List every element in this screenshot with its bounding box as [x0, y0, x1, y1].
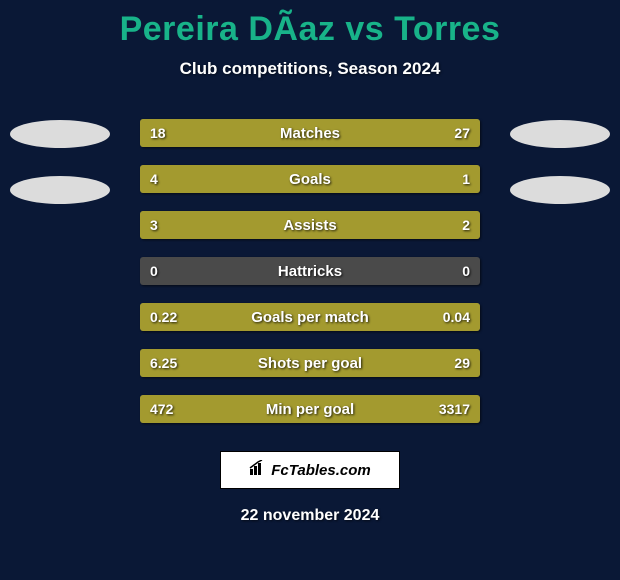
stat-label: Assists	[140, 211, 480, 239]
chart-icon	[249, 460, 267, 481]
stat-row: 41Goals	[140, 165, 480, 193]
stat-label: Hattricks	[140, 257, 480, 285]
stat-row: 00Hattricks	[140, 257, 480, 285]
player-left-club-placeholder	[10, 176, 110, 204]
stat-label: Min per goal	[140, 395, 480, 423]
stat-row: 6.2529Shots per goal	[140, 349, 480, 377]
stats-bars: 1827Matches 41Goals 32Assists 00Hattricks 0.…	[140, 119, 480, 423]
page-subtitle: Club competitions, Season 2024	[0, 59, 620, 79]
stat-row: 0.220.04Goals per match	[140, 303, 480, 331]
stat-row: 32Assists	[140, 211, 480, 239]
stat-label: Goals	[140, 165, 480, 193]
player-left-name-placeholder	[10, 120, 110, 148]
stat-row: 4723317Min per goal	[140, 395, 480, 423]
logo-text: FcTables.com	[271, 462, 370, 479]
page-title: Pereira DÃ­az vs Torres	[0, 0, 620, 49]
player-right-name-placeholder	[510, 120, 610, 148]
stat-label: Goals per match	[140, 303, 480, 331]
logo-box: FcTables.com	[220, 451, 400, 489]
stat-label: Shots per goal	[140, 349, 480, 377]
player-right-club-placeholder	[510, 176, 610, 204]
stat-row: 1827Matches	[140, 119, 480, 147]
player-right-placeholder-group	[510, 120, 610, 204]
player-left-placeholder-group	[10, 120, 110, 204]
stat-label: Matches	[140, 119, 480, 147]
footer-date: 22 november 2024	[0, 507, 620, 525]
comparison-card: Pereira DÃ­az vs Torres Club competition…	[0, 0, 620, 580]
